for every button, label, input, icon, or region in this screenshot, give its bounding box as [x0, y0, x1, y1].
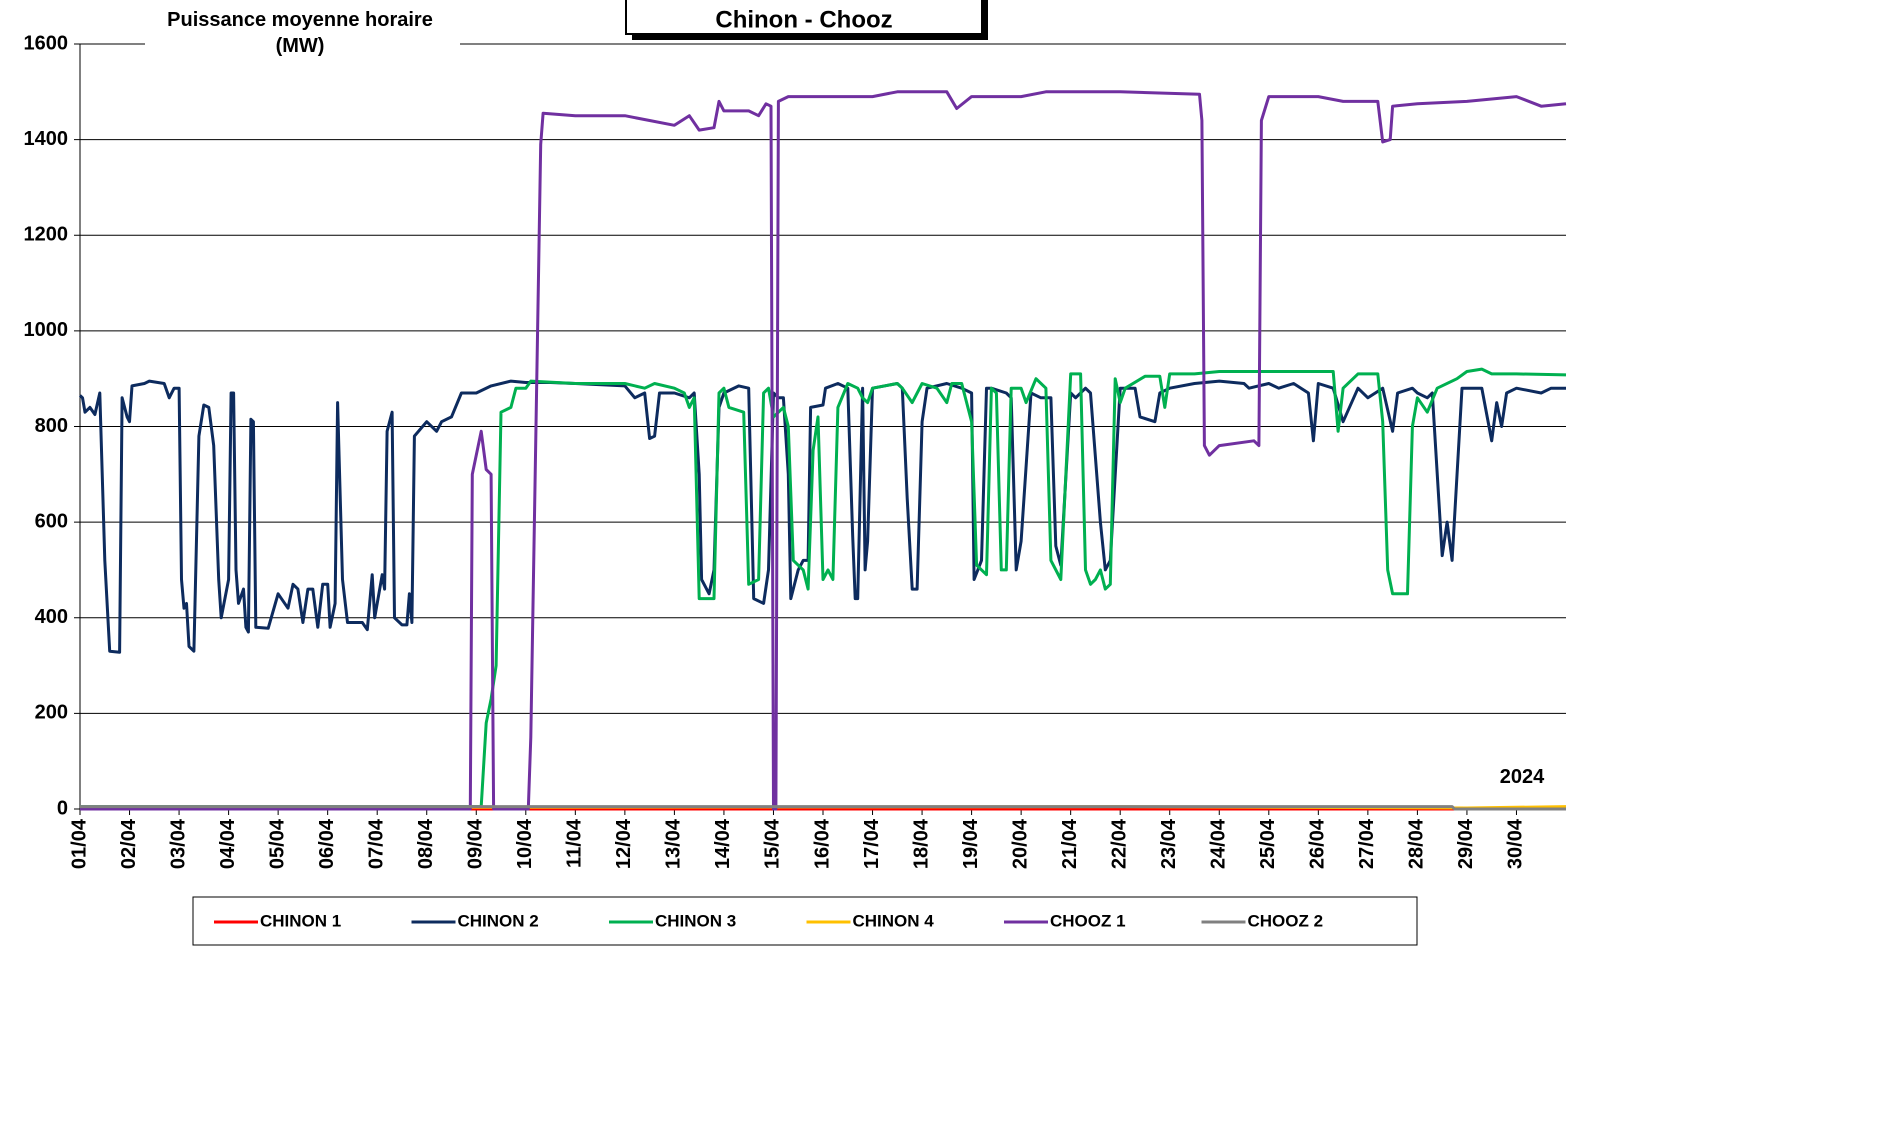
x-tick-label: 26/04: [1307, 818, 1329, 869]
y-tick-label: 0: [57, 797, 68, 819]
y-axis-label: Puissance moyenne horaire: [167, 9, 433, 31]
series-line: [80, 367, 1567, 809]
x-tick-label: 12/04: [613, 818, 635, 869]
annotation: 2024: [1500, 766, 1545, 788]
x-tick-label: 07/04: [365, 818, 387, 869]
x-tick-label: 05/04: [266, 818, 288, 869]
y-tick-label: 1400: [24, 128, 69, 150]
series-line: [78, 379, 1566, 654]
y-tick-label: 600: [35, 510, 68, 532]
x-tick-label: 25/04: [1257, 818, 1279, 869]
series-line: [80, 805, 1566, 811]
x-tick-label: 04/04: [217, 818, 239, 869]
legend-label: CHINON 2: [458, 911, 539, 930]
y-tick-label: 800: [35, 415, 68, 437]
x-tick-label: 20/04: [1009, 818, 1031, 869]
legend-label: CHINON 3: [655, 911, 736, 930]
x-tick-label: 02/04: [118, 818, 140, 869]
x-tick-label: 27/04: [1356, 818, 1378, 869]
plot-area: 0 200 400 600 800 1000 1200 1400 1600 01/04 02/04 0…: [24, 32, 1567, 869]
y-tick-label: 400: [35, 606, 68, 628]
x-tick-label: 08/04: [415, 818, 437, 869]
x-tick-label: 19/04: [960, 818, 982, 869]
y-label-box: [145, 4, 460, 64]
y-axis-label: (MW): [276, 35, 325, 57]
x-tick-label: 09/04: [465, 818, 487, 869]
x-tick-label: 06/04: [316, 818, 338, 869]
y-tick-label: 1200: [24, 224, 69, 246]
legend-label: CHINON 1: [260, 911, 341, 930]
x-tick-label: 14/04: [712, 818, 734, 869]
legend-items: CHINON 1 CHINON 2 CHINON 3 CHINON 4 CHOOZ 1 C…: [214, 911, 1323, 930]
x-tick-label: 13/04: [663, 818, 685, 869]
x-tick-label: 16/04: [811, 818, 833, 869]
x-tick-label: 15/04: [762, 818, 784, 869]
x-tick-label: 23/04: [1158, 818, 1180, 869]
chart-title: Chinon - Chooz: [715, 6, 892, 33]
x-tick-label: 28/04: [1406, 818, 1428, 869]
x-tick-label: 21/04: [1059, 818, 1081, 869]
x-tick-label: 24/04: [1208, 818, 1230, 869]
x-tick-label: 11/04: [564, 818, 586, 868]
x-tick-label: 22/04: [1108, 818, 1130, 869]
legend-label: CHINON 4: [853, 911, 935, 930]
x-tick-label: 03/04: [167, 818, 189, 869]
x-tick-label: 18/04: [910, 818, 932, 869]
title-box: [625, 0, 983, 35]
x-tick-label: 10/04: [514, 818, 536, 869]
y-tick-label: 1600: [24, 32, 69, 54]
x-tick-label: 30/04: [1505, 818, 1527, 869]
x-tick-label: 01/04: [68, 818, 90, 869]
y-tick-label: 200: [35, 702, 68, 724]
legend-label: CHOOZ 2: [1248, 911, 1324, 930]
series-line: [80, 90, 1567, 811]
y-tick-label: 1000: [24, 319, 69, 341]
x-tick-label: 29/04: [1455, 818, 1477, 869]
legend-label: CHOOZ 1: [1050, 911, 1126, 930]
x-tick-label: 17/04: [861, 818, 883, 869]
